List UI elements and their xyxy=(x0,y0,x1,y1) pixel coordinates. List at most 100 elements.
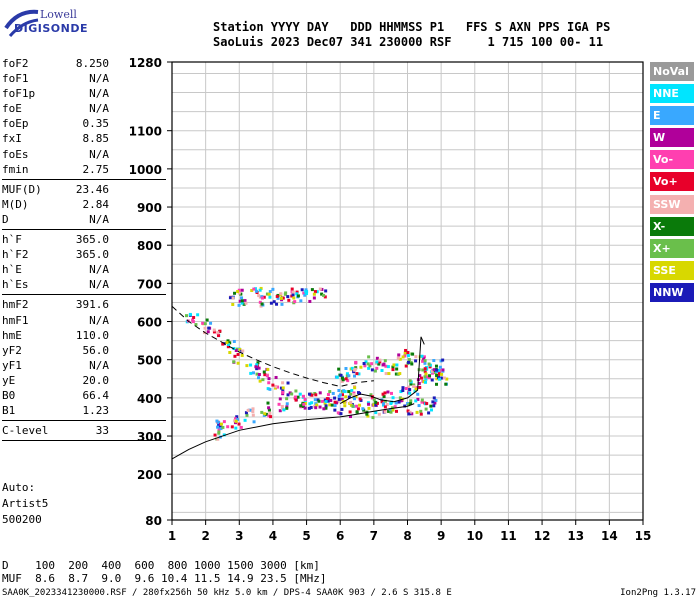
param-value: 110.0 xyxy=(75,328,109,342)
echo-point xyxy=(423,370,427,374)
echo-point xyxy=(428,374,432,378)
echo-point xyxy=(336,411,340,415)
echo-point xyxy=(414,355,418,359)
echo-point xyxy=(374,400,378,404)
x-tick-label: 12 xyxy=(534,529,551,543)
echo-point xyxy=(333,396,337,400)
echo-point xyxy=(240,299,244,303)
param-name: B1 xyxy=(2,404,16,418)
profile-curve xyxy=(171,305,374,387)
echo-point xyxy=(406,409,410,413)
echo-point xyxy=(245,413,249,417)
echo-point xyxy=(219,427,223,431)
param-value: N/A xyxy=(89,212,109,226)
param-value: 365.0 xyxy=(75,233,109,247)
param-name: h`F2 xyxy=(2,248,29,262)
echo-point xyxy=(427,376,431,380)
echo-point xyxy=(188,312,192,316)
echo-point xyxy=(416,397,420,401)
echo-point xyxy=(394,409,398,413)
echo-point xyxy=(255,367,259,371)
echo-point xyxy=(263,412,267,416)
echo-point xyxy=(431,400,435,404)
echo-point xyxy=(267,414,271,418)
echo-point xyxy=(241,349,245,353)
echo-point xyxy=(375,401,379,405)
echo-point xyxy=(236,290,240,294)
echo-point xyxy=(304,288,308,292)
param-row: hmE 110.0 xyxy=(2,328,166,343)
echo-point xyxy=(303,406,307,410)
echo-point xyxy=(296,294,300,298)
y-tick-label: 300 xyxy=(137,430,162,444)
param-value: 2.84 xyxy=(82,197,110,211)
echo-point xyxy=(216,331,220,335)
echo-point xyxy=(427,362,431,366)
echo-point xyxy=(274,375,278,379)
echo-point xyxy=(216,437,220,441)
echo-point xyxy=(435,373,439,377)
echo-point xyxy=(301,404,305,408)
echo-point xyxy=(254,289,258,293)
echo-point xyxy=(438,377,442,381)
param-name: MUF(D) xyxy=(2,182,42,196)
param-row: fxI 8.85 xyxy=(2,131,166,146)
x-tick-label: 5 xyxy=(302,529,310,543)
echo-point xyxy=(233,354,237,358)
echo-point xyxy=(237,303,241,307)
echo-point xyxy=(268,290,272,294)
echo-point xyxy=(266,401,270,405)
echo-point xyxy=(310,393,314,397)
echo-point xyxy=(372,403,376,407)
param-value: N/A xyxy=(89,278,109,292)
y-tick-label: 700 xyxy=(137,277,162,291)
echo-point xyxy=(428,365,432,369)
echo-point xyxy=(389,410,393,414)
echo-point xyxy=(359,365,363,369)
echo-point xyxy=(329,398,333,402)
param-separator xyxy=(2,294,166,296)
y-tick-label: 600 xyxy=(137,316,162,330)
echo-point xyxy=(293,300,297,304)
param-value: 20.0 xyxy=(82,373,110,387)
echo-point xyxy=(290,287,294,291)
echo-point xyxy=(420,398,424,402)
echo-point xyxy=(396,356,400,360)
echo-point xyxy=(378,358,382,362)
echo-point xyxy=(383,359,387,363)
echo-point xyxy=(414,359,418,363)
echo-point xyxy=(230,425,234,429)
echo-point xyxy=(345,374,349,378)
echo-point xyxy=(395,363,399,367)
echo-point xyxy=(317,399,321,403)
param-value: 66.4 xyxy=(82,388,110,402)
echo-point xyxy=(209,321,213,325)
echo-point xyxy=(435,377,439,381)
echo-point xyxy=(267,377,271,381)
echo-point xyxy=(271,287,275,291)
echo-point xyxy=(346,379,350,383)
param-name: fmin xyxy=(2,162,29,176)
echo-point xyxy=(302,291,306,295)
param-name: B0 xyxy=(2,388,16,402)
ionospheric-parameters: foF2 8.250 foF1 N/A foF1p N/A foE N/A foEp 0.35 fx… xyxy=(2,56,166,443)
echo-point xyxy=(251,413,255,417)
echo-point xyxy=(248,408,252,412)
param-name: fxI xyxy=(2,132,22,146)
echo-point xyxy=(385,402,389,406)
echo-point xyxy=(344,395,348,399)
echo-point xyxy=(410,362,414,366)
echo-point xyxy=(424,407,428,411)
echo-point xyxy=(252,287,256,291)
echo-point xyxy=(280,302,284,306)
echo-point xyxy=(240,288,244,292)
header-line-2: SaoLuis 2023 Dec07 341 230000 RSF 1 715 … xyxy=(213,35,604,49)
echo-point xyxy=(257,376,261,380)
echo-point xyxy=(222,420,226,424)
echo-point xyxy=(424,372,428,376)
lowell-digisonde-logo: Lowell DIGISONDE xyxy=(4,8,87,40)
echo-point xyxy=(434,364,438,368)
echo-point xyxy=(268,295,272,299)
echo-point xyxy=(333,400,337,404)
param-value: N/A xyxy=(89,102,109,116)
